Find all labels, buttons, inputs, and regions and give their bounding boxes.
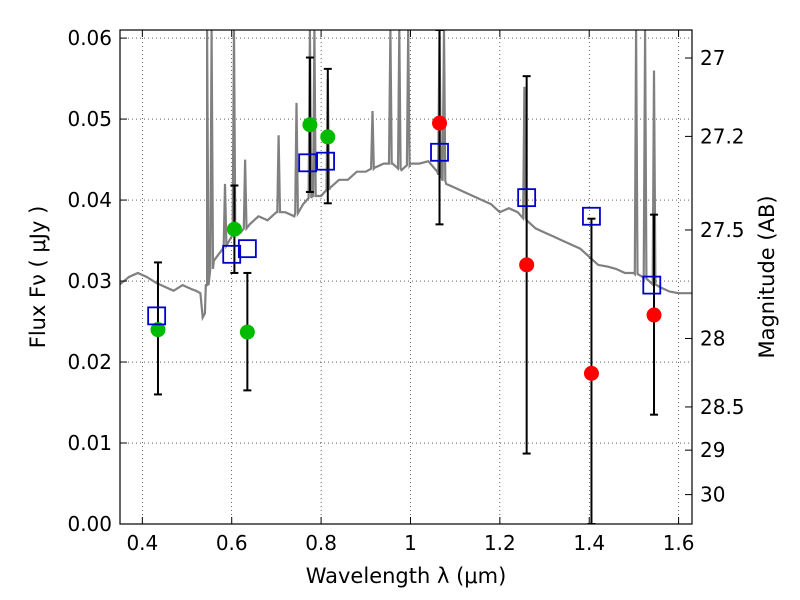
model-spectrum-line bbox=[120, 30, 692, 322]
y-axis-label: Flux Fν ( μJy ) bbox=[26, 206, 50, 349]
model-photometry-square-8 bbox=[642, 275, 662, 295]
x-tick-label-0: 0.4 bbox=[126, 531, 158, 555]
observed-point-7 bbox=[583, 365, 599, 381]
model-photometry-square-0 bbox=[147, 306, 167, 326]
right-axis-ticks: 27 27.2 27.5 28 28.5 29 30 bbox=[685, 46, 745, 507]
model-photometry bbox=[147, 142, 662, 326]
y-tick-label-0: 0.00 bbox=[67, 512, 112, 536]
model-photometry-square-4 bbox=[316, 151, 335, 171]
right-tick-label-4: 28.5 bbox=[700, 395, 745, 419]
y-tick-label-6: 0.06 bbox=[67, 26, 112, 50]
right-tick-label-5: 29 bbox=[700, 438, 725, 462]
plot-background bbox=[120, 30, 692, 524]
observed-point-4 bbox=[320, 129, 336, 145]
x-tick-label-4: 1.2 bbox=[484, 531, 516, 555]
right-axis-label: Magnitude (AB) bbox=[755, 195, 779, 358]
right-tick-label-2: 27.5 bbox=[700, 218, 745, 242]
y-tick-label-3: 0.03 bbox=[67, 269, 112, 293]
y-tick-label-4: 0.04 bbox=[67, 188, 112, 212]
model-photometry-square-5 bbox=[430, 142, 449, 162]
observed-points bbox=[150, 115, 662, 381]
y-axis-ticks: 0.00 0.01 0.02 0.03 0.04 0.05 0.06 bbox=[67, 26, 127, 536]
observed-point-1 bbox=[226, 221, 242, 237]
model-photometry-square-1 bbox=[222, 244, 242, 264]
observed-point-8 bbox=[646, 307, 662, 323]
x-tick-label-5: 1.4 bbox=[573, 531, 605, 555]
observed-point-3 bbox=[302, 117, 318, 133]
plot-frame bbox=[119, 29, 693, 525]
right-tick-label-6: 30 bbox=[700, 483, 725, 507]
x-tick-label-1: 0.6 bbox=[216, 531, 248, 555]
x-tick-label-3: 1 bbox=[404, 531, 417, 555]
right-tick-label-0: 27 bbox=[700, 46, 725, 70]
x-tick-label-6: 1.6 bbox=[663, 531, 695, 555]
observed-point-5 bbox=[432, 115, 448, 131]
y-tick-label-5: 0.05 bbox=[67, 107, 112, 131]
y-tick-label-1: 0.01 bbox=[67, 431, 112, 455]
y-tick-label-2: 0.02 bbox=[67, 350, 112, 374]
right-tick-label-3: 28 bbox=[700, 326, 725, 350]
right-tick-label-1: 27.2 bbox=[700, 124, 745, 148]
model-photometry-square-7 bbox=[582, 206, 601, 226]
model-spectrum bbox=[120, 30, 692, 322]
observed-point-6 bbox=[519, 257, 535, 273]
x-axis-label: Wavelength λ (μm) bbox=[306, 564, 507, 588]
model-photometry-square-2 bbox=[237, 239, 257, 259]
observed-point-0 bbox=[150, 322, 166, 338]
observed-point-2 bbox=[239, 324, 255, 340]
model-photometry-square-6 bbox=[517, 188, 537, 208]
x-tick-label-2: 0.8 bbox=[305, 531, 337, 555]
x-axis-ticks: 0.4 0.6 0.8 1 1.2 1.4 1.6 bbox=[126, 30, 695, 555]
